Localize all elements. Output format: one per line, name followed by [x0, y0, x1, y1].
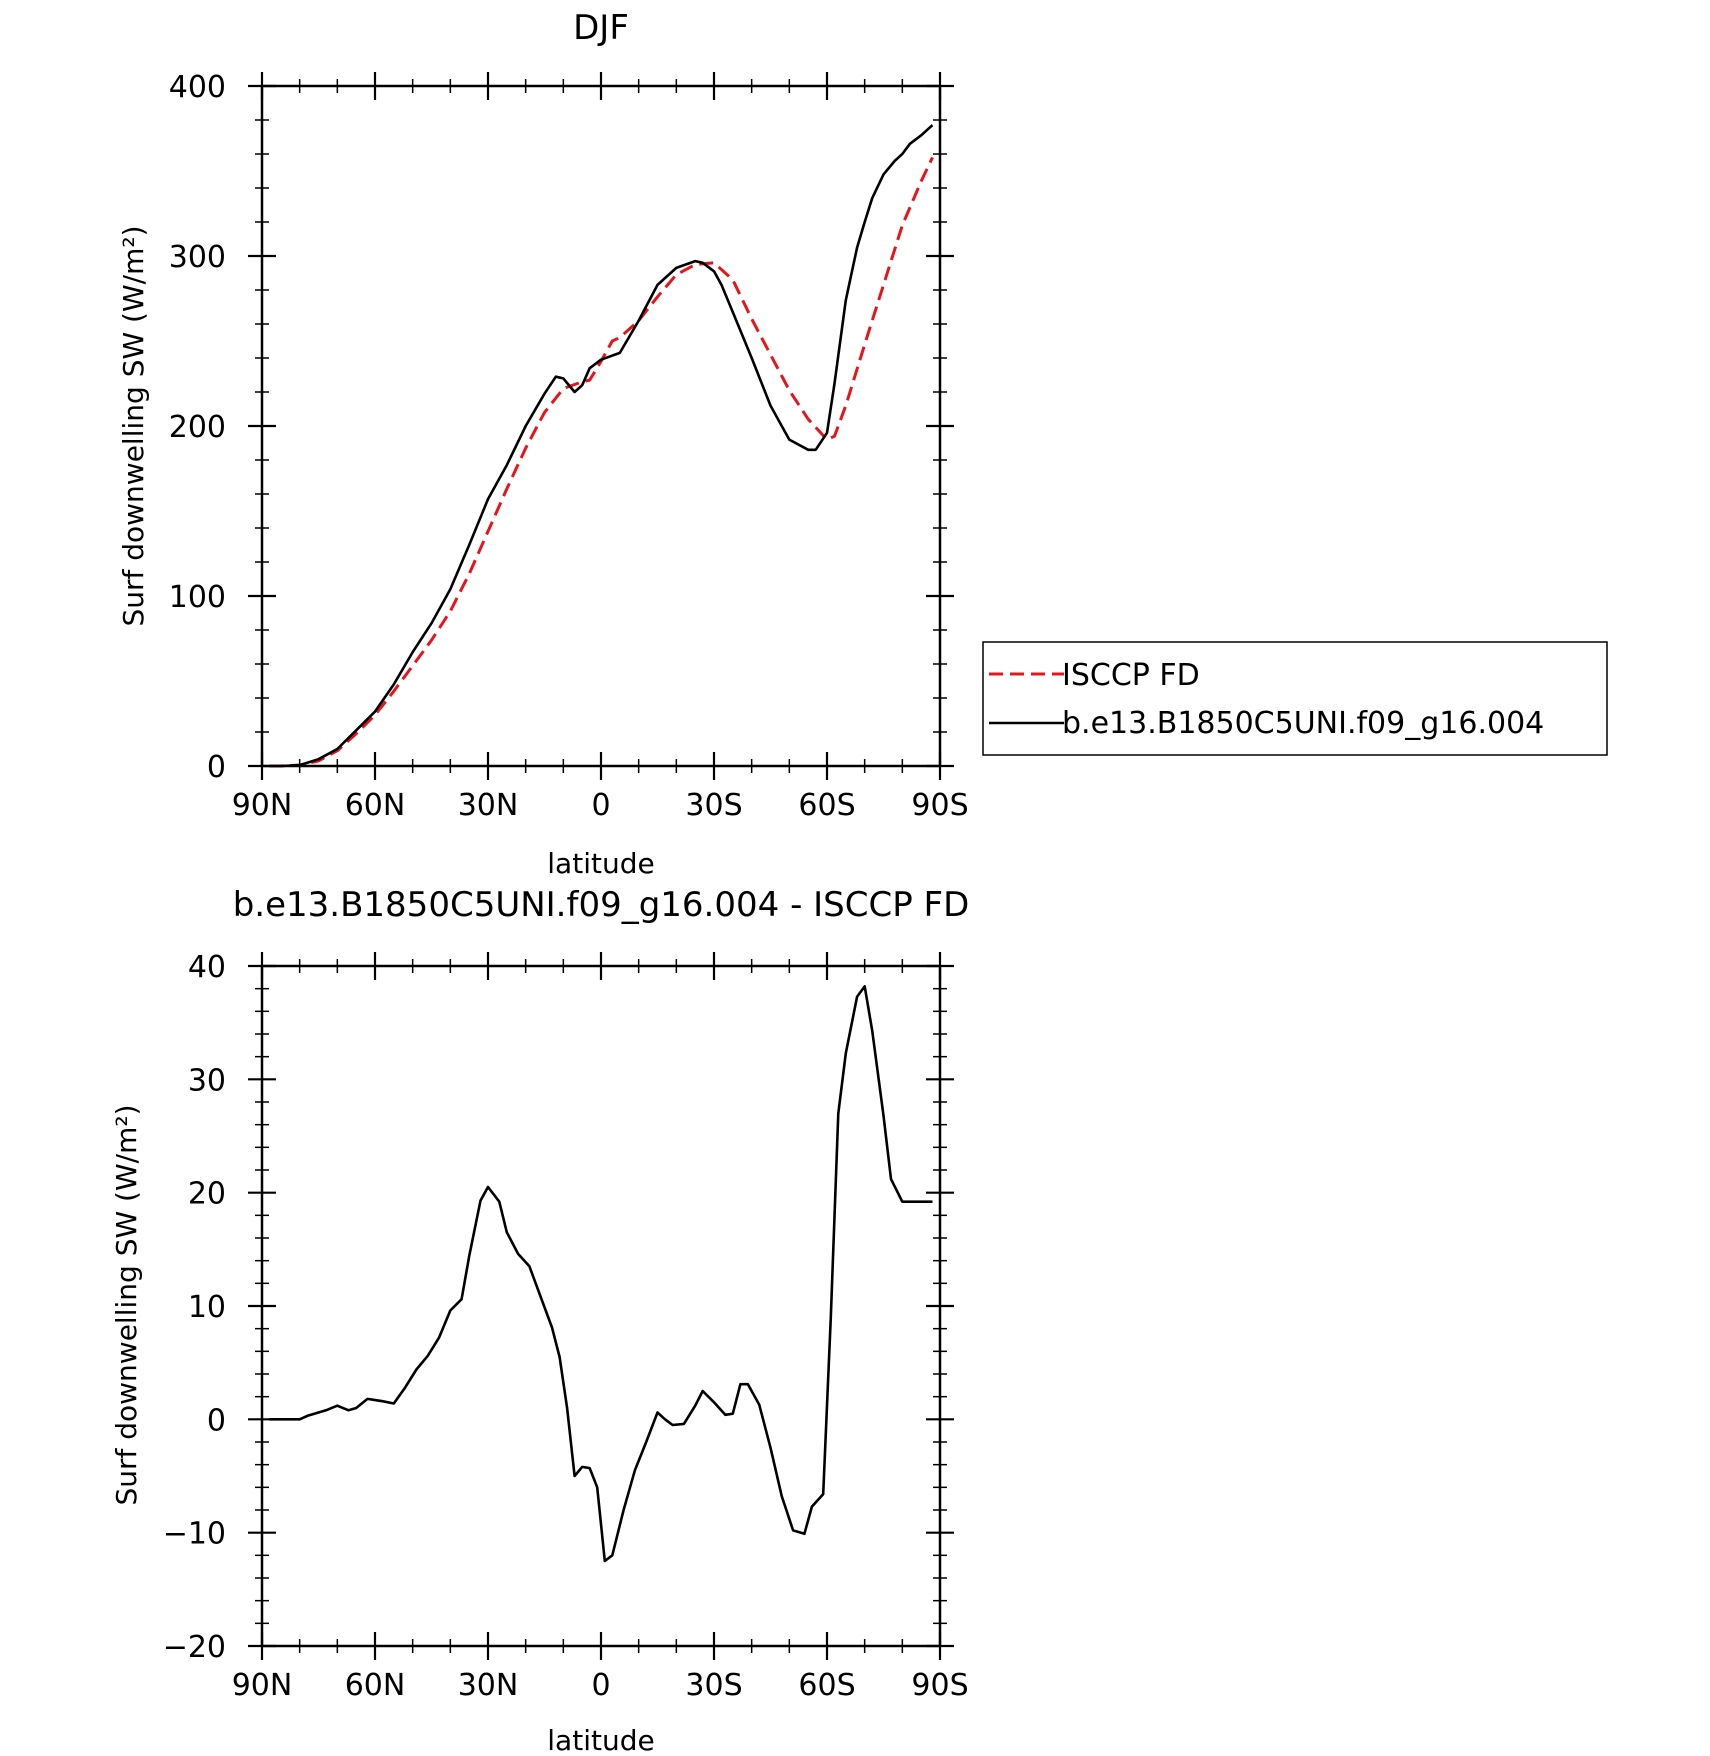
bottom-x-tick-label: 30N: [458, 1668, 519, 1703]
bottom-y-tick-labels: −20 −10 0 10 20 30 40: [163, 950, 226, 1665]
top-y-tick-label: 100: [169, 580, 226, 615]
top-y-tick-label: 200: [169, 410, 226, 445]
top-axes-frame: [260, 84, 942, 768]
bottom-x-tick-labels: 90N 60N 30N 0 30S 60S 90S: [232, 1668, 969, 1703]
top-chart-title: DJF: [573, 8, 629, 48]
top-series-line-1: [269, 124, 934, 768]
bottom-y-tick-label: −20: [163, 1630, 226, 1665]
bottom-series-line-0: [269, 985, 933, 1563]
top-y-axis-label: Surf downwelling SW (W/m²): [117, 225, 150, 626]
bottom-x-tick-label: 30S: [685, 1668, 742, 1703]
top-x-tick-label: 30S: [685, 788, 742, 823]
top-panel: DJF 0 100 200 300 400 90N 60N 30N 0 30S 60S 90S la…: [117, 8, 969, 880]
bottom-x-tick-label: 60S: [798, 1668, 855, 1703]
top-y-tick-label: 300: [169, 240, 226, 275]
top-series-line-0: [269, 156, 934, 768]
legend-label-isccp: ISCCP FD: [1062, 658, 1200, 693]
bottom-x-tick-label: 90N: [232, 1668, 293, 1703]
top-axis-ticks: [248, 72, 954, 780]
top-y-tick-labels: 0 100 200 300 400: [169, 70, 226, 785]
bottom-axis-ticks: [248, 952, 954, 1660]
bottom-y-tick-label: −10: [163, 1517, 226, 1552]
top-x-tick-labels: 90N 60N 30N 0 30S 60S 90S: [232, 788, 969, 823]
legend: ISCCP FD b.e13.B1850C5UNI.f09_g16.004: [982, 641, 1608, 756]
top-x-tick-label: 60N: [345, 788, 406, 823]
bottom-y-tick-label: 20: [188, 1177, 226, 1212]
top-y-tick-label: 0: [207, 750, 226, 785]
bottom-x-axis-label: latitude: [547, 1724, 654, 1756]
bottom-x-tick-label: 90S: [911, 1668, 968, 1703]
bottom-x-tick-label: 0: [591, 1668, 610, 1703]
top-x-tick-label: 0: [591, 788, 610, 823]
bottom-y-tick-label: 0: [207, 1403, 226, 1438]
bottom-y-tick-label: 10: [188, 1290, 226, 1325]
top-x-tick-label: 90S: [911, 788, 968, 823]
legend-box: [982, 641, 1608, 756]
top-x-tick-label: 30N: [458, 788, 519, 823]
bottom-y-tick-label: 30: [188, 1063, 226, 1098]
top-x-tick-label: 60S: [798, 788, 855, 823]
legend-label-model: b.e13.B1850C5UNI.f09_g16.004: [1062, 706, 1544, 741]
top-plot-area: [269, 124, 934, 768]
top-x-tick-label: 90N: [232, 788, 293, 823]
top-x-axis-label: latitude: [547, 847, 654, 880]
bottom-y-axis-label: Surf downwelling SW (W/m²): [110, 1104, 143, 1505]
bottom-x-tick-label: 60N: [345, 1668, 406, 1703]
top-y-tick-label: 400: [169, 70, 226, 105]
bottom-plot-area: [269, 985, 933, 1563]
bottom-y-tick-label: 40: [188, 950, 226, 985]
bottom-chart-title: b.e13.B1850C5UNI.f09_g16.004 - ISCCP FD: [233, 885, 970, 925]
bottom-axes-frame: [260, 964, 942, 1648]
bottom-panel: b.e13.B1850C5UNI.f09_g16.004 - ISCCP FD …: [110, 885, 969, 1756]
